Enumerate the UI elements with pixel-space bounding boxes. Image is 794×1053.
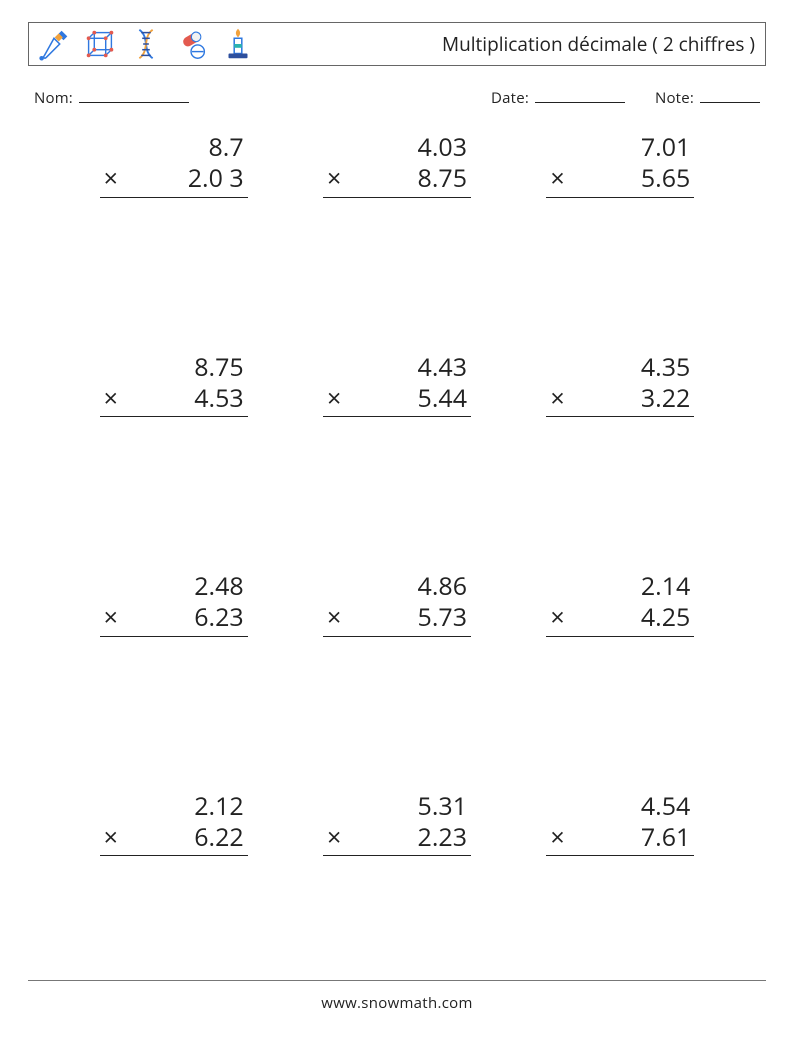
problem: 8.7×2.0 3 (62, 132, 285, 198)
problem: 2.48×6.23 (62, 571, 285, 637)
icon-row (35, 25, 257, 63)
operator: × (104, 163, 124, 194)
date-blank[interactable] (535, 88, 625, 103)
note-blank[interactable] (700, 88, 760, 103)
meta-left: Nom: (34, 88, 189, 108)
multiplier: 7.61 (570, 822, 690, 853)
multiplicand: 8.75 (124, 352, 244, 383)
multiplicand: 4.35 (570, 352, 690, 383)
footer: www.snowmath.com (0, 980, 794, 1013)
date-label: Date: (491, 88, 529, 108)
multiplier: 6.23 (124, 602, 244, 633)
multiplicand: 2.14 (570, 571, 690, 602)
problem: 4.86×5.73 (285, 571, 508, 637)
multiplicand: 4.54 (570, 791, 690, 822)
multiplier: 3.22 (570, 383, 690, 414)
meta-right: Date: Note: (491, 88, 760, 108)
footer-line (28, 980, 766, 981)
problem: 2.14×4.25 (509, 571, 732, 637)
operator: × (104, 822, 124, 853)
multiplier: 4.53 (124, 383, 244, 414)
cube-icon (81, 25, 119, 63)
worksheet-title: Multiplication décimale ( 2 chiffres ) (442, 31, 755, 57)
operator: × (104, 602, 124, 633)
candle-icon (219, 25, 257, 63)
header-box: Multiplication décimale ( 2 chiffres ) (28, 22, 766, 66)
spacer (631, 88, 649, 108)
dna-icon (127, 25, 165, 63)
problem: 5.31×2.23 (285, 791, 508, 857)
multiplicand: 7.01 (570, 132, 690, 163)
multiplicand: 4.86 (347, 571, 467, 602)
multiplier: 2.23 (347, 822, 467, 853)
problems-grid: 8.7×2.0 34.03×8.757.01×5.658.75×4.534.43… (28, 132, 766, 856)
multiplier: 2.0 3 (124, 163, 244, 194)
footer-url: www.snowmath.com (0, 993, 794, 1013)
multiplicand: 8.7 (124, 132, 244, 163)
multiplicand: 4.43 (347, 352, 467, 383)
note-label: Note: (655, 88, 694, 108)
problem: 2.12×6.22 (62, 791, 285, 857)
multiplicand: 4.03 (347, 132, 467, 163)
operator: × (327, 383, 347, 414)
name-blank[interactable] (79, 88, 189, 103)
operator: × (327, 822, 347, 853)
operator: × (550, 383, 570, 414)
multiplier: 5.44 (347, 383, 467, 414)
operator: × (327, 602, 347, 633)
multiplier: 8.75 (347, 163, 467, 194)
problem: 4.54×7.61 (509, 791, 732, 857)
operator: × (550, 602, 570, 633)
operator: × (327, 163, 347, 194)
problem: 8.75×4.53 (62, 352, 285, 418)
multiplier: 4.25 (570, 602, 690, 633)
pills-icon (173, 25, 211, 63)
multiplicand: 5.31 (347, 791, 467, 822)
operator: × (104, 383, 124, 414)
operator: × (550, 163, 570, 194)
problem: 4.43×5.44 (285, 352, 508, 418)
worksheet-page: Multiplication décimale ( 2 chiffres ) N… (0, 0, 794, 1053)
multiplier: 5.65 (570, 163, 690, 194)
multiplier: 5.73 (347, 602, 467, 633)
multiplier: 6.22 (124, 822, 244, 853)
problem: 4.03×8.75 (285, 132, 508, 198)
multiplicand: 2.48 (124, 571, 244, 602)
dropper-icon (35, 25, 73, 63)
meta-row: Nom: Date: Note: (28, 88, 766, 108)
operator: × (550, 822, 570, 853)
multiplicand: 2.12 (124, 791, 244, 822)
name-label: Nom: (34, 88, 73, 108)
problem: 7.01×5.65 (509, 132, 732, 198)
problem: 4.35×3.22 (509, 352, 732, 418)
